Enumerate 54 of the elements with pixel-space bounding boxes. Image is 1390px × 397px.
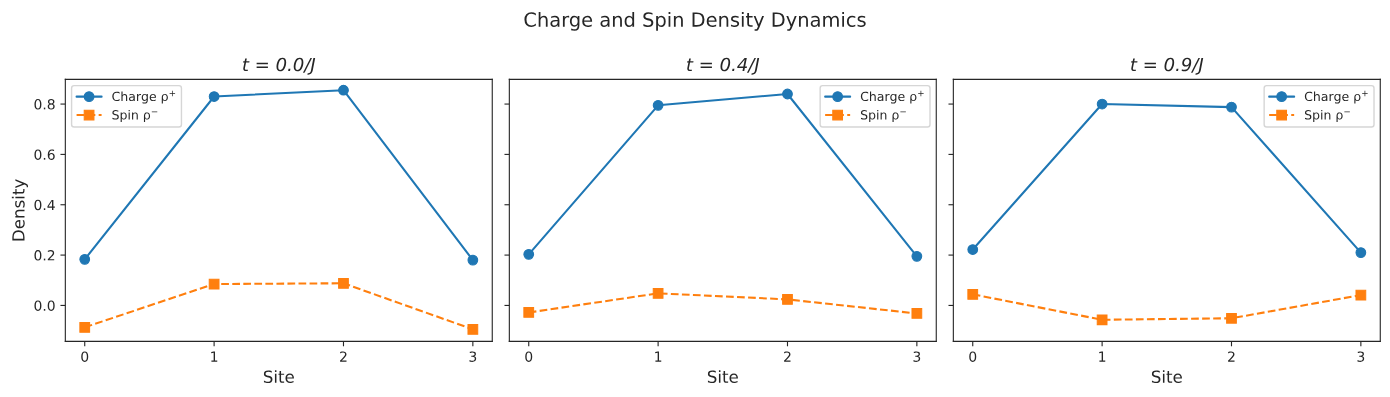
y-tick-label: 0.8 <box>34 99 55 110</box>
point <box>338 277 349 289</box>
x-tick-label: 1 <box>211 351 218 362</box>
x-tick-label: 3 <box>913 351 921 362</box>
point <box>1226 101 1237 113</box>
y-tick-label: 0.0 <box>34 300 55 311</box>
point <box>782 294 793 305</box>
point <box>967 244 979 255</box>
point <box>1096 98 1108 110</box>
point <box>782 88 793 100</box>
point <box>652 287 664 299</box>
legend-label: Spin ρ$^{−}$ <box>112 109 158 122</box>
x-tick-label: 2 <box>784 351 791 362</box>
text: Charge and Spin Density Dynamics <box>524 11 866 31</box>
point <box>1226 312 1237 324</box>
y-tick-label: 0.6 <box>34 149 55 160</box>
point <box>967 288 979 300</box>
x-tick-label: 0 <box>969 351 977 362</box>
point <box>523 248 535 260</box>
x-axis-title: Site <box>1151 370 1182 384</box>
chart-title: t = 0.4/J <box>687 57 760 75</box>
y-axis-title: Density <box>11 179 28 241</box>
point <box>911 250 923 262</box>
point <box>523 307 535 318</box>
x-tick-label: 0 <box>81 351 89 362</box>
x-axis-title: Site <box>707 370 738 384</box>
x-tick-label: 1 <box>655 351 662 362</box>
x-tick-label: 3 <box>1357 351 1365 362</box>
point <box>79 253 91 265</box>
y-tick-label: 0.2 <box>34 250 55 261</box>
legend-label: Charge ρ$^{+}$ <box>112 90 176 104</box>
point <box>652 99 664 111</box>
x-tick-label: 2 <box>340 351 347 362</box>
point <box>911 308 923 319</box>
legend-label: Charge ρ$^{+}$ <box>860 90 924 104</box>
x-tick-label: 1 <box>1099 351 1106 362</box>
x-axis-title: Site <box>263 370 294 384</box>
point <box>338 84 349 96</box>
point <box>1096 314 1108 326</box>
legend-label: Spin ρ$^{−}$ <box>860 109 906 122</box>
legend-label: Charge ρ$^{+}$ <box>1304 90 1368 104</box>
y-tick-label: 0.4 <box>34 199 55 211</box>
x-tick-label: 3 <box>469 351 477 362</box>
chart-title: t = 0.9/J <box>1131 57 1204 75</box>
point <box>467 323 479 335</box>
chart-title: t = 0.0/J <box>243 57 316 75</box>
legend-label: Spin ρ$^{−}$ <box>1304 109 1350 122</box>
point <box>1355 289 1367 301</box>
point <box>467 254 479 266</box>
point <box>208 91 220 102</box>
x-tick-label: 2 <box>1228 351 1235 362</box>
point <box>79 321 91 333</box>
x-tick-label: 0 <box>525 351 533 362</box>
point <box>1355 247 1367 258</box>
